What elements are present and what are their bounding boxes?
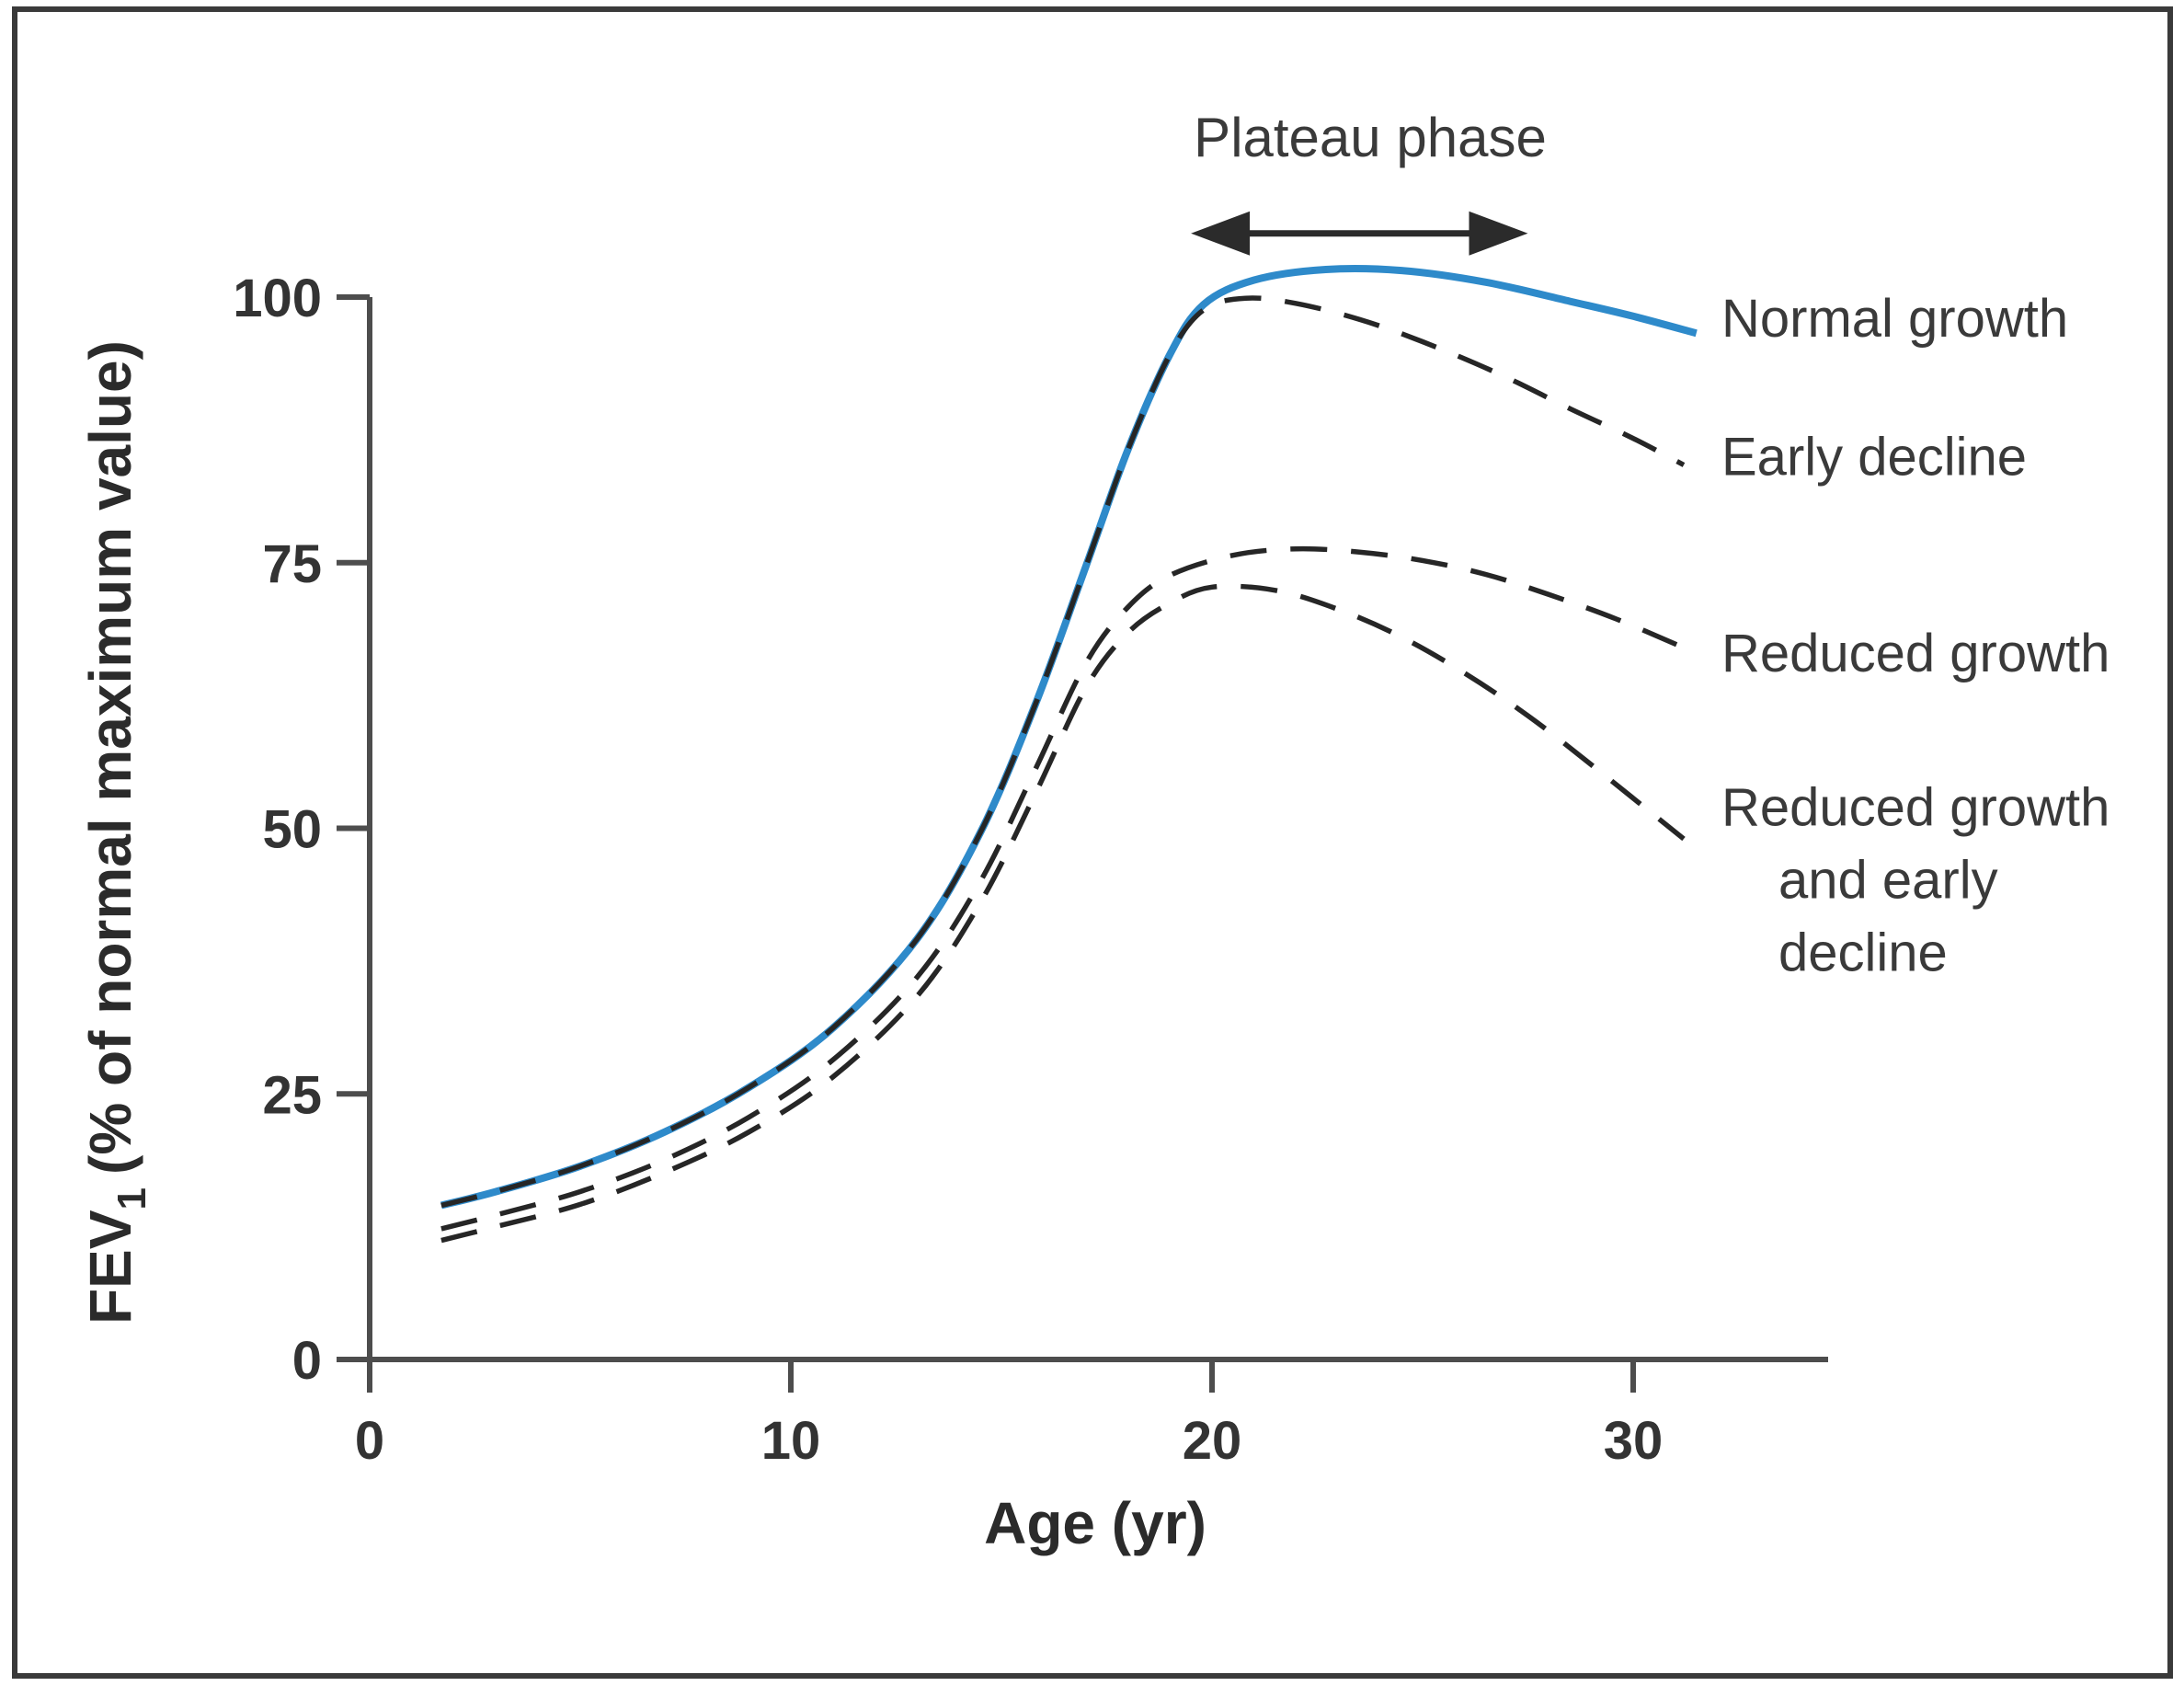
y-tick-label: 50 — [262, 800, 322, 860]
y-axis-title-subscript: 1 — [109, 1187, 154, 1210]
x-tick-label: 0 — [355, 1411, 384, 1471]
x-axis-title: Age (yr) — [984, 1490, 1206, 1556]
reduced-growth-early-decline-curve — [440, 583, 1686, 1244]
series-labels: Normal growth Early decline Reduced growth… — [1721, 289, 2110, 982]
x-tick-label: 20 — [1183, 1411, 1242, 1471]
normal-growth-curve — [440, 264, 1698, 1210]
x-axis-ticks: 0 10 20 30 — [355, 1359, 1663, 1471]
y-axis-title-rest: (% of normal maximum value) — [77, 340, 143, 1175]
y-axis-title-main: FEV — [77, 1210, 143, 1325]
plateau-label: Plateau phase — [1194, 107, 1547, 168]
curves — [440, 264, 1698, 1244]
arrow-head-left — [1191, 211, 1251, 256]
plateau-annotation: Plateau phase — [1191, 107, 1547, 256]
x-tick-label: 10 — [761, 1411, 821, 1471]
series-label-normal-growth: Normal growth — [1721, 289, 2068, 349]
early-decline-curve — [440, 295, 1686, 1209]
y-axis-title: FEV1 (% of normal maximum value) — [77, 340, 154, 1325]
reduced-growth-curve — [440, 545, 1686, 1232]
y-tick-label: 100 — [233, 269, 322, 328]
series-label-reduced-growth-early-decline-line3: decline — [1778, 923, 1948, 982]
axes: 0 10 20 30 0 25 50 75 100 — [233, 269, 1828, 1471]
series-label-reduced-growth-early-decline-line2: and early — [1778, 850, 1998, 910]
y-axis-ticks: 0 25 50 75 100 — [233, 269, 370, 1391]
series-label-reduced-growth: Reduced growth — [1721, 624, 2110, 683]
series-label-early-decline: Early decline — [1721, 427, 2027, 487]
arrow-head-right — [1469, 211, 1528, 256]
double-arrow-icon — [1191, 211, 1528, 256]
series-label-reduced-growth-early-decline-line1: Reduced growth — [1721, 777, 2110, 837]
y-tick-label: 25 — [262, 1065, 322, 1125]
x-tick-label: 30 — [1604, 1411, 1664, 1471]
y-tick-label: 0 — [292, 1331, 322, 1391]
figure-border — [12, 6, 2173, 1679]
y-tick-label: 75 — [262, 534, 322, 594]
